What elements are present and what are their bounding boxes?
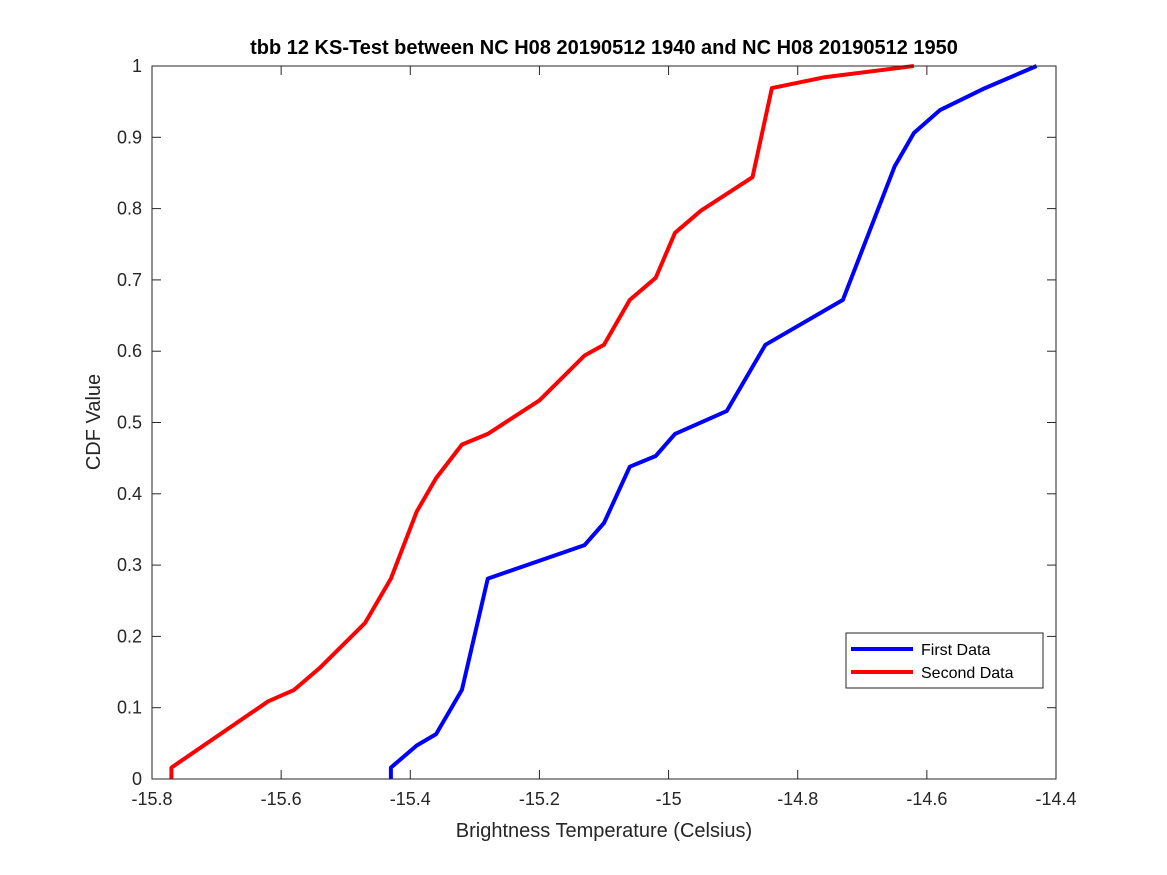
x-tick-label: -14.6 bbox=[906, 789, 947, 809]
y-tick-label: 1 bbox=[132, 56, 142, 76]
y-tick-label: 0.4 bbox=[117, 484, 142, 504]
x-tick-label: -15.2 bbox=[519, 789, 560, 809]
legend-box bbox=[845, 632, 1044, 689]
y-tick-label: 0 bbox=[132, 769, 142, 789]
series-lines bbox=[169, 64, 1038, 779]
series-line-first-data bbox=[388, 64, 1038, 779]
x-tick-label: -15.4 bbox=[390, 789, 431, 809]
y-tick-label: 0.3 bbox=[117, 555, 142, 575]
x-tick-label: -15.8 bbox=[131, 789, 172, 809]
y-tick-label: 0.6 bbox=[117, 341, 142, 361]
y-tick-label: 0.5 bbox=[117, 413, 142, 433]
legend-label-first-data: First Data bbox=[921, 642, 990, 659]
x-tick-label: -14.4 bbox=[1035, 789, 1076, 809]
legend: First Data Second Data bbox=[845, 632, 1044, 689]
y-tick-label: 0.8 bbox=[117, 199, 142, 219]
y-tick-label: 0.9 bbox=[117, 127, 142, 147]
x-axis-label: Brightness Temperature (Celsius) bbox=[456, 820, 752, 842]
y-tick-label: 0.7 bbox=[117, 270, 142, 290]
x-tick-label: -15 bbox=[656, 789, 682, 809]
series-line-second-data bbox=[169, 64, 915, 779]
y-axis-ticks: 0 0.1 0.2 0.3 0.4 0.5 0.6 0.7 0.8 0.9 1 bbox=[117, 56, 1056, 789]
legend-label-second-data: Second Data bbox=[921, 665, 1014, 682]
y-axis-label: CDF Value bbox=[83, 374, 105, 470]
y-tick-label: 0.1 bbox=[117, 698, 142, 718]
chart-title: tbb 12 KS-Test between NC H08 20190512 1… bbox=[250, 37, 958, 59]
y-tick-label: 0.2 bbox=[117, 626, 142, 646]
x-tick-label: -14.8 bbox=[777, 789, 818, 809]
x-axis-ticks: -15.8 -15.6 -15.4 -15.2 -15 -14.8 -14.6 -14.4 bbox=[131, 66, 1077, 809]
x-tick-label: -15.6 bbox=[261, 789, 302, 809]
